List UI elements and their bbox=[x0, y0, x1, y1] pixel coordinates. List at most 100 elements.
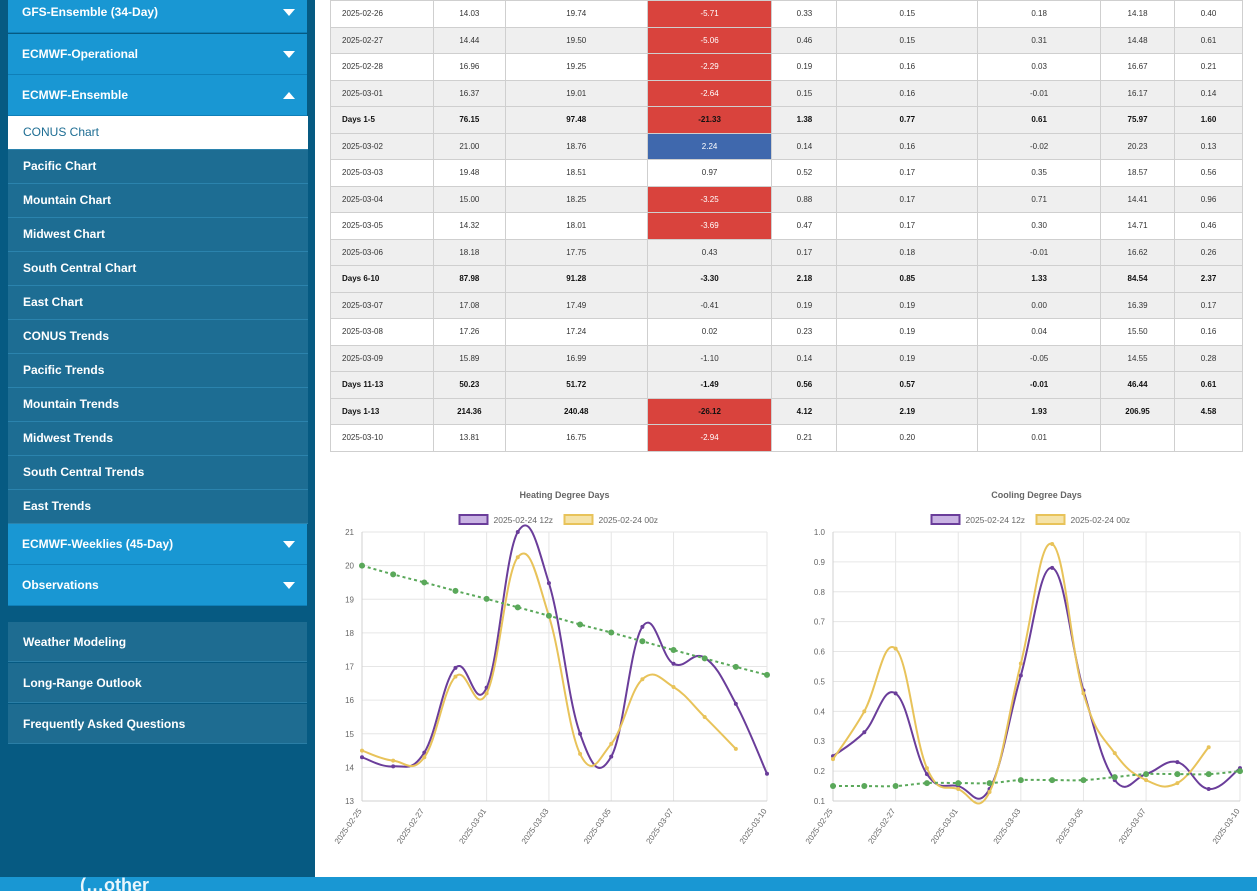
data-point bbox=[924, 766, 929, 771]
data-point bbox=[830, 783, 836, 790]
table-cell: 14.48 bbox=[1100, 26, 1175, 54]
sidebar-item-east-trends[interactable]: East Trends bbox=[8, 490, 308, 524]
sidebar-item-label: South Central Trends bbox=[23, 465, 145, 479]
table-cell: 2.18 bbox=[771, 265, 838, 293]
data-point bbox=[360, 748, 364, 753]
table-cell: 206.95 bbox=[1100, 397, 1175, 425]
table-cell: 14.41 bbox=[1100, 185, 1175, 213]
nav-ecmwf-operational[interactable]: ECMWF-Operational bbox=[8, 34, 307, 75]
link-faq[interactable]: Frequently Asked Questions bbox=[8, 704, 307, 744]
table-cell: 0.03 bbox=[977, 53, 1102, 81]
table-cell: 18.76 bbox=[504, 132, 648, 160]
table-cell: -0.01 bbox=[977, 79, 1102, 107]
x-tick-label: 2025-03-07 bbox=[1117, 807, 1148, 846]
table-cell: 0.20 bbox=[836, 424, 979, 452]
data-point bbox=[1017, 777, 1024, 784]
table-cell: -1.10 bbox=[646, 344, 773, 372]
table-cell: 2.37 bbox=[1173, 265, 1244, 293]
data-point bbox=[732, 663, 739, 670]
table-row: 2025-03-05 14.32 18.01 -3.69 0.47 0.17 0.30 14.… bbox=[330, 212, 1244, 240]
table-cell: 87.98 bbox=[432, 265, 506, 293]
y-tick-label: 0.1 bbox=[814, 797, 826, 806]
sidebar-item-pacific-trends[interactable]: Pacific Trends bbox=[8, 354, 308, 388]
table-cell: -2.64 bbox=[646, 79, 773, 107]
link-long-range-outlook[interactable]: Long-Range Outlook bbox=[8, 663, 307, 703]
table-cell: 15.89 bbox=[432, 344, 506, 372]
data-point bbox=[360, 755, 364, 760]
data-point bbox=[1174, 771, 1181, 778]
table-cell: 19.01 bbox=[504, 79, 648, 107]
table-cell: 0.85 bbox=[836, 265, 979, 293]
table-cell: 0.16 bbox=[836, 79, 979, 107]
table-cell-label: 2025-02-28 bbox=[330, 53, 434, 81]
data-point bbox=[515, 530, 520, 534]
table-row: 2025-02-26 14.03 19.74 -5.71 0.33 0.15 0.18 14.… bbox=[330, 0, 1244, 28]
table-cell: 0.47 bbox=[771, 212, 838, 240]
table-cell: 0.19 bbox=[771, 53, 838, 81]
sidebar-item-conus-chart[interactable]: CONUS Chart bbox=[8, 116, 308, 150]
table-cell: 17.49 bbox=[504, 291, 648, 319]
table-cell: 50.23 bbox=[432, 371, 506, 399]
table-cell-label: 2025-03-10 bbox=[330, 424, 434, 452]
table-row: Days 1-13 214.36 240.48 -26.12 4.12 2.19 1.93 2… bbox=[330, 397, 1244, 425]
sidebar-item-label: Pacific Chart bbox=[23, 159, 97, 173]
sidebar-item-midwest-trends[interactable]: Midwest Trends bbox=[8, 422, 308, 456]
data-point bbox=[733, 746, 738, 751]
table-cell: 13.81 bbox=[432, 424, 506, 452]
x-tick-label: 2025-03-10 bbox=[1211, 807, 1242, 846]
table-cell: 16.17 bbox=[1100, 79, 1175, 107]
sidebar-item-midwest-chart[interactable]: Midwest Chart bbox=[8, 218, 308, 252]
data-point bbox=[893, 691, 898, 696]
table-cell-label: Days 11-13 bbox=[330, 371, 434, 399]
table-cell: 0.16 bbox=[836, 53, 979, 81]
sidebar-item-label: Midwest Trends bbox=[23, 431, 114, 445]
table-cell: 14.71 bbox=[1100, 212, 1175, 240]
sidebar-item-mountain-chart[interactable]: Mountain Chart bbox=[8, 184, 308, 218]
heating-degree-days-chart: Heating Degree Days 2025-02-24 12z 2025-02… bbox=[333, 490, 770, 846]
data-point bbox=[923, 780, 930, 787]
y-tick-label: 13 bbox=[345, 797, 354, 806]
table-row: 2025-03-07 17.08 17.49 -0.41 0.19 0.19 0.00 16.… bbox=[330, 291, 1244, 319]
table-cell: 16.37 bbox=[432, 79, 506, 107]
table-row: 2025-02-28 16.96 19.25 -2.29 0.19 0.16 0.03 16.… bbox=[330, 53, 1244, 81]
data-point bbox=[1050, 541, 1055, 546]
nav-ecmwf-weeklies[interactable]: ECMWF-Weeklies (45-Day) bbox=[8, 524, 307, 565]
sidebar-item-south-central-chart[interactable]: South Central Chart bbox=[8, 252, 308, 286]
link-label: Long-Range Outlook bbox=[23, 676, 142, 690]
y-tick-label: 18 bbox=[345, 629, 354, 638]
table-cell: 16.39 bbox=[1100, 291, 1175, 319]
cooling-degree-days-chart: Cooling Degree Days 2025-02-24 12z 2025-02… bbox=[804, 490, 1243, 846]
nav-gfs-ensemble[interactable]: GFS-Ensemble (34-Day) bbox=[8, 0, 307, 33]
data-point bbox=[578, 731, 583, 736]
table-cell: 0.19 bbox=[836, 344, 979, 372]
table-cell: 0.17 bbox=[836, 185, 979, 213]
sidebar-item-east-chart[interactable]: East Chart bbox=[8, 286, 308, 320]
table-row: Days 11-13 50.23 51.72 -1.49 0.56 0.57 -0.01 46… bbox=[330, 371, 1244, 399]
sidebar-item-mountain-trends[interactable]: Mountain Trends bbox=[8, 388, 308, 422]
data-point bbox=[639, 638, 646, 645]
link-weather-modeling[interactable]: Weather Modeling bbox=[8, 622, 307, 662]
table-cell: 14.03 bbox=[432, 0, 506, 28]
sidebar-item-pacific-chart[interactable]: Pacific Chart bbox=[8, 150, 308, 184]
table-cell: 214.36 bbox=[432, 397, 506, 425]
data-point bbox=[1144, 778, 1149, 783]
sidebar-item-label: CONUS Chart bbox=[23, 125, 100, 139]
data-point bbox=[733, 701, 738, 706]
sidebar-item-conus-trends[interactable]: CONUS Trends bbox=[8, 320, 308, 354]
table-cell: 0.15 bbox=[771, 79, 838, 107]
sidebar-item-south-central-trends[interactable]: South Central Trends bbox=[8, 456, 308, 490]
data-point bbox=[892, 783, 899, 790]
table-cell: 18.01 bbox=[504, 212, 648, 240]
y-tick-label: 1.0 bbox=[814, 528, 826, 537]
table-cell: 0.15 bbox=[836, 26, 979, 54]
table-cell: 0.14 bbox=[771, 344, 838, 372]
data-point bbox=[701, 655, 708, 662]
data-point bbox=[862, 730, 867, 735]
nav-ecmwf-ensemble[interactable]: ECMWF-Ensemble bbox=[8, 75, 307, 116]
nav-observations[interactable]: Observations bbox=[8, 565, 307, 606]
data-point bbox=[924, 772, 929, 777]
table-cell: 19.74 bbox=[504, 0, 648, 28]
table-cell: 0.46 bbox=[1173, 212, 1244, 240]
table-cell: 0.46 bbox=[771, 26, 838, 54]
table-cell: 0.56 bbox=[1173, 159, 1244, 187]
